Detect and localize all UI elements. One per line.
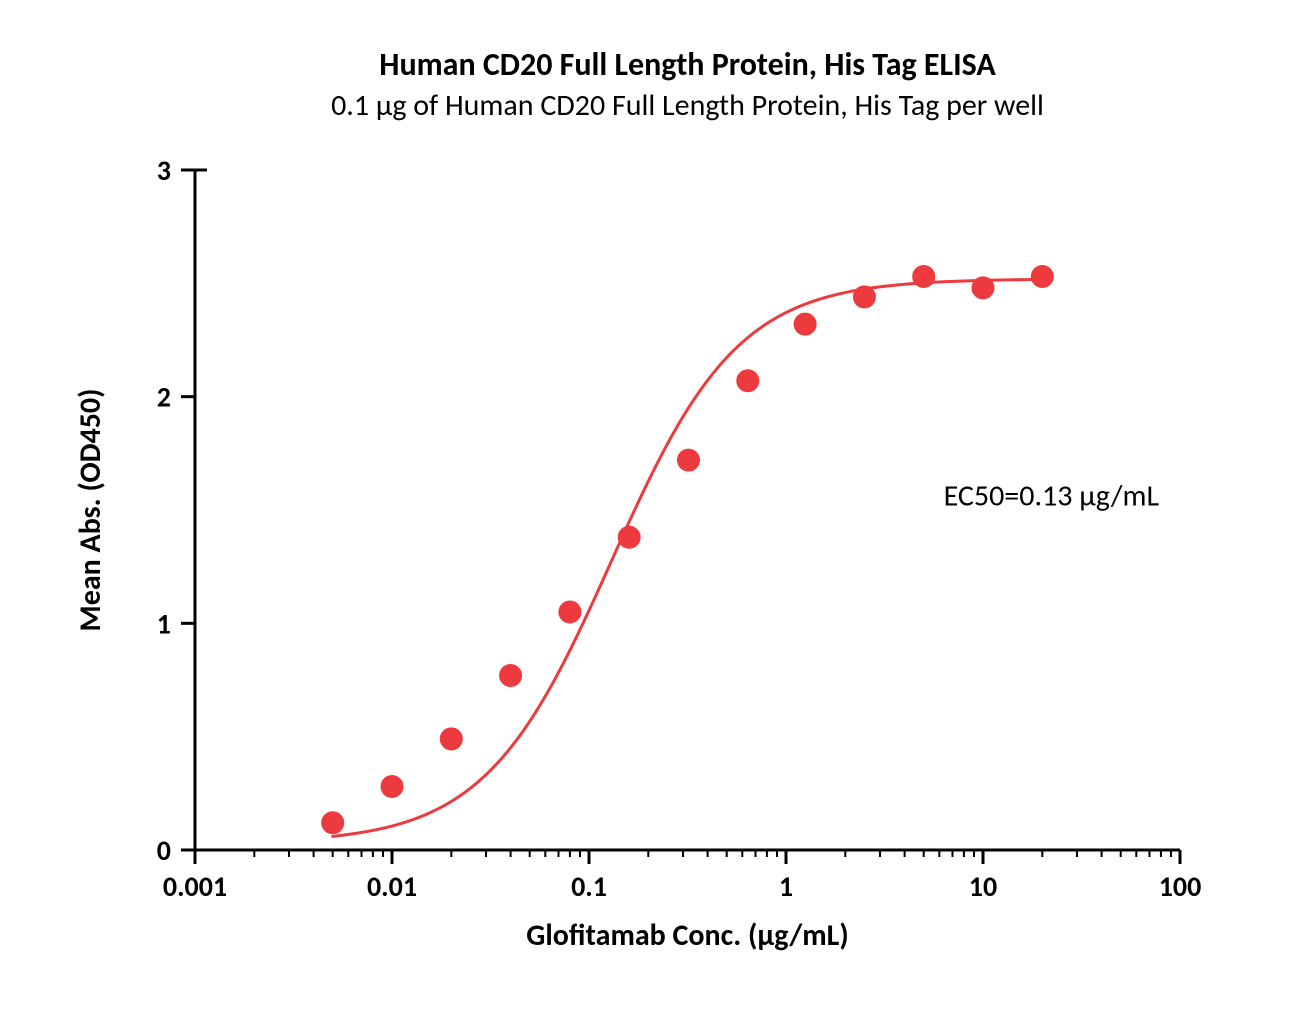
data-point xyxy=(559,601,581,623)
data-point xyxy=(913,266,935,288)
data-point xyxy=(440,728,462,750)
x-axis-label: Glofitamab Conc. (μg/mL) xyxy=(526,917,848,954)
chart-title-1: Human CD20 Full Length Protein, His Tag … xyxy=(379,45,996,84)
data-point xyxy=(972,277,994,299)
data-point xyxy=(853,286,875,308)
x-tick-label: 1 xyxy=(779,869,793,904)
data-point xyxy=(677,449,699,471)
y-tick-label: 3 xyxy=(157,153,171,188)
x-tick-label: 10 xyxy=(969,869,997,904)
chart-svg: Human CD20 Full Length Protein, His Tag … xyxy=(0,0,1298,1020)
data-point xyxy=(1031,266,1053,288)
elisa-chart: Human CD20 Full Length Protein, His Tag … xyxy=(0,0,1298,1020)
y-tick-label: 2 xyxy=(157,380,171,415)
data-point xyxy=(618,526,640,548)
y-tick-label: 0 xyxy=(157,833,171,868)
data-point xyxy=(737,370,759,392)
x-tick-label: 0.001 xyxy=(163,869,227,904)
data-point xyxy=(322,812,344,834)
y-tick-label: 1 xyxy=(157,606,171,641)
ec50-annotation: EC50=0.13 μg/mL xyxy=(944,477,1160,514)
x-tick-label: 0.01 xyxy=(367,869,417,904)
x-tick-label: 100 xyxy=(1159,869,1202,904)
data-point xyxy=(794,313,816,335)
chart-title-2: 0.1 μg of Human CD20 Full Length Protein… xyxy=(331,87,1044,124)
data-point xyxy=(500,664,522,686)
x-tick-label: 0.1 xyxy=(571,869,607,904)
data-point xyxy=(381,776,403,798)
y-axis-label: Mean Abs. (OD450) xyxy=(72,389,109,632)
